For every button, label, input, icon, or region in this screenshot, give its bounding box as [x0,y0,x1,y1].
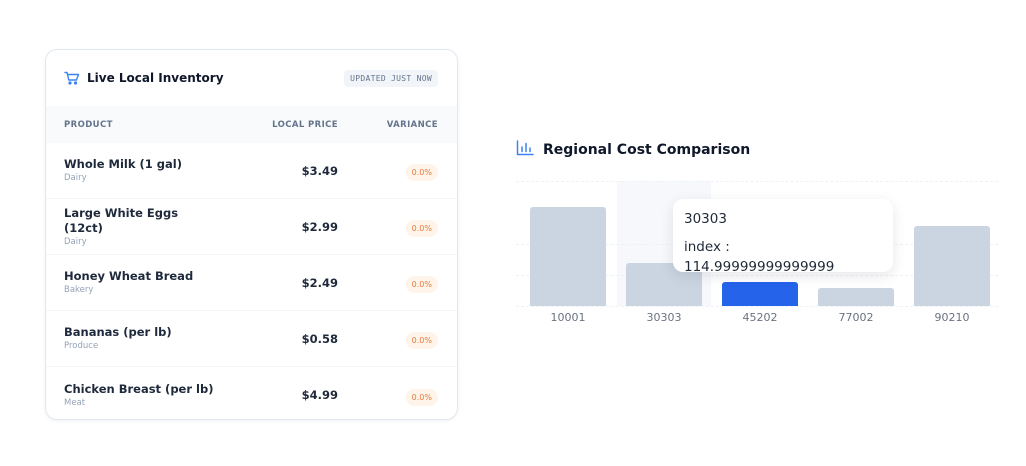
product-name: Large White Eggs (12ct) [64,205,179,235]
table-row: Large White Eggs (12ct) Dairy $2.99 0.0% [46,199,457,255]
updated-badge: UPDATED JUST NOW [344,69,438,87]
table-row: Honey Wheat Bread Bakery $2.49 0.0% [46,255,457,311]
product-category: Dairy [64,236,87,247]
col-header-product: PRODUCT [64,119,113,130]
card-header: Live Local Inventory UPDATED JUST NOW [46,50,457,106]
inventory-title: Live Local Inventory [87,71,224,85]
tooltip-value: index : 114.99999999999999 [684,239,835,275]
product-category: Meat [64,397,86,408]
product-name: Chicken Breast (per lb) [64,381,214,396]
x-tick-label: 30303 [646,311,682,324]
table-row: Chicken Breast (per lb) Meat $4.99 0.0% [46,367,457,419]
gridline [516,181,998,182]
variance-badge: 0.0% [405,276,438,293]
product-price: $2.49 [301,275,338,290]
col-header-price: LOCAL PRICE [272,119,338,130]
variance-badge: 0.0% [405,164,438,181]
bar-90210[interactable] [914,226,990,306]
gridline [516,275,998,276]
product-price: $0.58 [301,331,338,346]
bar-chart-icon [516,140,534,160]
product-price: $4.99 [301,388,338,402]
chart-tooltip: 30303 index : 114.99999999999999 [673,199,893,275]
x-tick-label: 90210 [934,311,970,324]
product-category: Bakery [64,285,94,295]
product-category: Dairy [64,173,87,183]
table-header: PRODUCT LOCAL PRICE VARIANCE [46,106,457,143]
product-name: Bananas (per lb) [64,325,172,339]
inventory-card: Live Local Inventory UPDATED JUST NOW PR… [45,49,458,420]
x-tick-label: 77002 [838,311,874,324]
bar-10001[interactable] [530,207,606,306]
product-name: Honey Wheat Bread [64,269,194,283]
x-tick-label: 10001 [550,311,586,324]
x-tick-label: 45202 [742,311,778,324]
variance-badge: 0.0% [405,388,438,406]
table-row: Bananas (per lb) Produce $0.58 0.0% [46,311,457,367]
chart-title-text: Regional Cost Comparison [543,142,751,158]
product-category: Produce [64,341,99,351]
gridline [516,306,998,307]
bar-45202[interactable] [722,282,798,306]
variance-badge: 0.0% [405,220,438,237]
product-price: $2.99 [301,219,338,234]
plot-area[interactable]: 10001 30303 45202 77002 90210 30303 inde… [516,181,998,324]
variance-badge: 0.0% [405,332,438,349]
table-row: Whole Milk (1 gal) Dairy $3.49 0.0% [46,143,457,199]
tooltip-label: 30303 [684,211,727,227]
col-header-variance: VARIANCE [386,119,438,130]
card-title: Live Local Inventory [64,71,224,85]
product-name: Whole Milk (1 gal) [64,157,182,171]
chart-title: Regional Cost Comparison [516,140,998,160]
regional-cost-chart: Regional Cost Comparison 10001 30303 452… [516,140,998,340]
product-price: $3.49 [301,163,338,178]
bar-77002[interactable] [818,288,894,306]
cart-icon [64,71,80,85]
